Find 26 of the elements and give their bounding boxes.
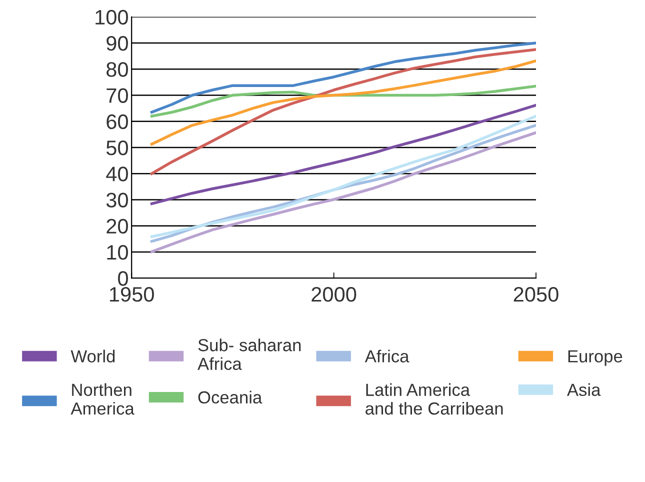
x-tick-label: 1950	[110, 286, 154, 302]
line-series	[150, 59, 536, 146]
legend-label: Asia	[566, 383, 601, 396]
legend-label: Europe	[568, 350, 622, 366]
x-tick-label: 2000	[312, 286, 356, 302]
legend-label: Northen America	[70, 383, 134, 415]
line-series	[150, 48, 536, 176]
y-tick-label: 0	[118, 271, 128, 286]
legend-label: Latin America and the Carribean	[366, 383, 503, 415]
y-tick-label: 30	[106, 192, 128, 208]
y-tick-label: 100	[96, 10, 128, 25]
line-series	[150, 42, 536, 114]
y-tick-label: 10	[107, 244, 128, 260]
y-tick-label: 50	[106, 140, 128, 156]
legend-label: Africa	[364, 350, 410, 362]
y-tick-label: 60	[106, 114, 128, 130]
legend-label: Sub- saharan Africa	[198, 338, 301, 370]
y-tick-label: 90	[106, 36, 128, 51]
y-tick-label: 80	[106, 62, 128, 77]
legend-label: Oceania	[198, 390, 262, 404]
legend-label: World	[70, 350, 115, 362]
y-tick-label: 40	[106, 166, 128, 182]
line-series	[150, 104, 536, 206]
x-tick-label: 2050	[514, 286, 558, 302]
y-tick-label: 20	[106, 218, 128, 234]
y-tick-label: 70	[106, 88, 128, 103]
